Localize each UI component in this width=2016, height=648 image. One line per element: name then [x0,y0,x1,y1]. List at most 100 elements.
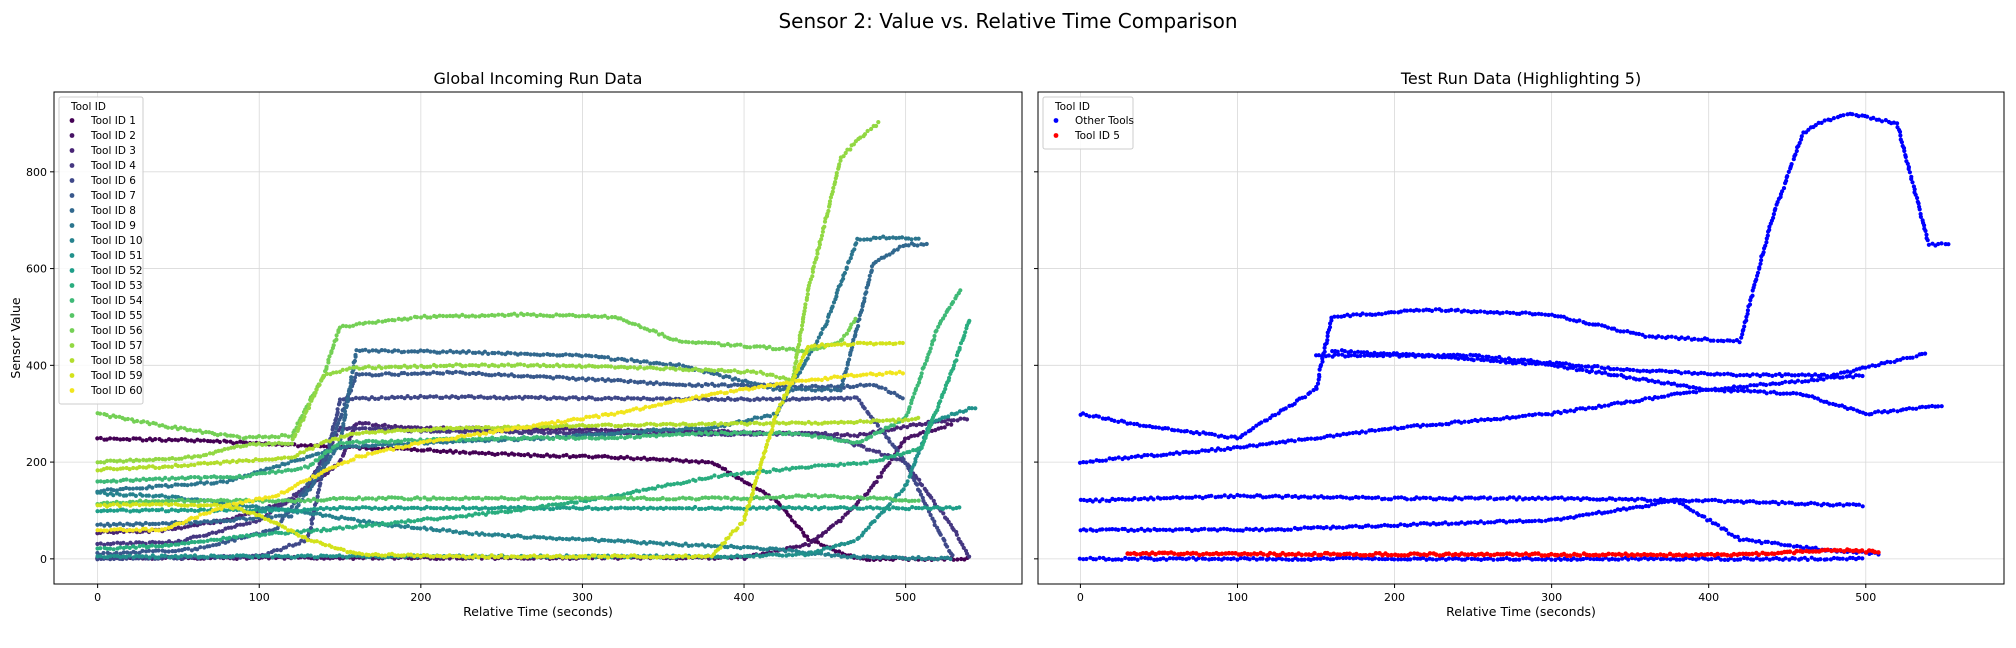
data-point [266,441,271,446]
data-point [373,426,378,431]
data-point [296,426,301,431]
data-point [143,507,148,512]
data-point [963,408,969,413]
data-point [557,536,562,541]
data-point [653,329,659,334]
data-point [551,364,556,369]
data-point [463,371,468,376]
data-point [680,543,685,548]
data-point [392,318,397,323]
data-point [198,554,203,560]
data-point [833,543,838,548]
data-point [282,554,287,559]
data-point [169,498,174,503]
data-point [392,372,397,377]
data-point [224,508,229,513]
data-point [428,349,433,354]
data-point [486,532,491,537]
data-point [673,367,678,372]
data-point [668,506,673,511]
data-point [241,522,246,527]
data-point [644,359,649,364]
data-point [412,349,417,354]
data-point [554,312,559,317]
data-point [237,516,242,521]
data-point [683,383,688,388]
data-point [731,544,737,550]
data-point [832,553,837,558]
data-point [286,434,291,439]
data-point [658,367,663,372]
data-point [267,528,272,533]
data-point [893,419,898,424]
data-point [352,358,357,364]
data-point [641,433,646,438]
data-point [117,458,122,463]
data-point [657,361,662,366]
data-point [189,462,194,467]
data-point [815,339,820,344]
data-point [548,495,553,501]
data-point [460,496,465,502]
data-point [754,494,759,500]
data-point [677,427,682,432]
data-point [583,353,589,358]
data-point [297,423,302,428]
data-point [757,430,763,435]
data-point [418,506,424,511]
data-point [835,431,840,437]
data-point [596,432,602,437]
data-point [347,440,352,445]
data-point [625,454,630,459]
data-point [150,507,155,512]
data-point [524,506,529,511]
data-point [659,484,665,489]
data-point [924,433,929,438]
data-point [923,421,928,427]
data-point [777,547,782,552]
data-point [486,450,491,455]
data-point [548,424,553,429]
data-point [483,372,488,377]
data-point [834,170,839,176]
data-point [341,421,346,426]
data-point [102,555,107,560]
data-point [347,324,352,329]
data-point [574,454,579,459]
data-point [441,515,446,520]
data-point [946,417,951,422]
data-point [437,528,442,533]
data-point [799,383,804,388]
data-point [648,380,653,385]
data-point [208,439,213,444]
data-point [747,554,753,559]
data-point [770,546,775,551]
data-point [754,506,759,511]
data-point [696,543,701,548]
data-point [735,496,740,501]
data-point [392,348,397,353]
data-point [586,363,592,368]
data-point [234,497,239,502]
data-point [389,443,394,448]
data-point [646,486,652,491]
left-panel: Global Incoming Run Data 0 100 200 300 400 50… [8,69,1023,619]
data-point [406,437,411,443]
data-point [613,496,618,501]
data-point [492,313,497,318]
data-point [360,505,365,510]
data-point [928,512,933,518]
data-point [135,418,140,424]
data-point [298,457,303,462]
data-point [406,349,411,354]
data-point [813,388,818,393]
data-point [823,430,828,436]
data-point [424,427,430,432]
data-point [234,475,239,480]
data-point [660,331,665,336]
data-point [408,316,413,321]
data-point [194,534,199,539]
data-point [111,493,116,498]
data-point [95,541,100,547]
data-point [951,506,956,511]
